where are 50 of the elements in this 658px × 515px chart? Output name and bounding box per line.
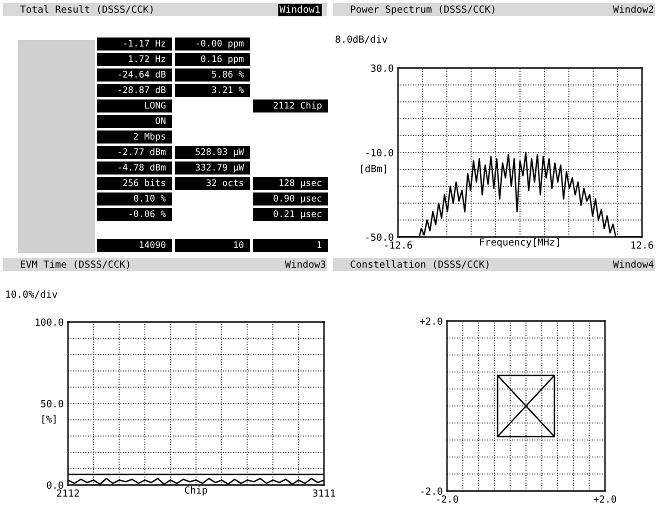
text: 2112 Chip (274, 102, 322, 110)
x-tick-label: 12.6 (631, 241, 654, 249)
text: 14090 (140, 241, 166, 248)
y-tick-label: 30.0 (371, 64, 394, 72)
y-axis-title: [dBm] (361, 164, 386, 174)
x-tick-label: -12.6 (385, 241, 412, 249)
text: ON (156, 117, 166, 124)
chart-title: EVM Time (DSSS/CCK) (20, 260, 130, 269)
text: -0.06 % (130, 210, 166, 218)
chart-title: Power Spectrum (DSSS/CCK) (350, 5, 494, 15)
text: 10 (234, 241, 244, 248)
y-tick-label: -10.0 (366, 149, 394, 156)
text: -28.87 dB (118, 86, 166, 94)
chart-subtitle: 8.0dB/div (336, 35, 388, 44)
text: LONG (145, 102, 166, 109)
text: -2.77 dBm (118, 148, 166, 156)
text: -4.78 dBm (118, 164, 166, 171)
text: 0.90 µsec (274, 194, 322, 204)
text: 528.93 µW (196, 148, 244, 157)
text: 128 µsec (280, 179, 322, 188)
y-axis-title: [%] (42, 415, 56, 424)
text: Window3 (285, 260, 326, 268)
x-axis-title: Frequency[MHz] (480, 238, 559, 248)
x-tick-label: 2112 (57, 489, 79, 497)
y-tick-label: -50.0 (366, 234, 394, 241)
chart-subtitle: 10.0%/div (6, 290, 58, 299)
x-tick-label: 3111 (312, 489, 336, 497)
text: 2 Mbps (134, 132, 166, 142)
y-tick-label: 0.0 (46, 482, 64, 489)
text: Window4 (613, 260, 654, 268)
y-tick-label: 100.0 (36, 318, 64, 326)
text: 5.86 % (212, 70, 244, 78)
text: -1.17 Hz (124, 40, 166, 47)
chart-title: Constellation (DSSS/CCK) (350, 260, 488, 269)
text: 3.21 % (212, 86, 244, 94)
text: 32 octs (206, 179, 244, 186)
text: -0.00 ppm (196, 40, 244, 48)
text: Window2 (613, 5, 654, 13)
text: 332.79 µW (196, 164, 244, 172)
text: 256 bits (123, 179, 166, 186)
text: 0.10 % (134, 194, 166, 202)
text: 0.16 ppm (201, 55, 244, 64)
x-axis-title: Chip (184, 486, 208, 496)
text: 1 (318, 241, 322, 248)
text: 1.72 Hz (129, 55, 166, 62)
y-tick-label: 50.0 (41, 400, 64, 408)
text: -24.64 dB (118, 70, 166, 78)
text: Window1 (280, 5, 320, 13)
text: Total Result (DSSS/CCK) (20, 5, 153, 14)
text: 0.21 µsec (274, 210, 322, 219)
